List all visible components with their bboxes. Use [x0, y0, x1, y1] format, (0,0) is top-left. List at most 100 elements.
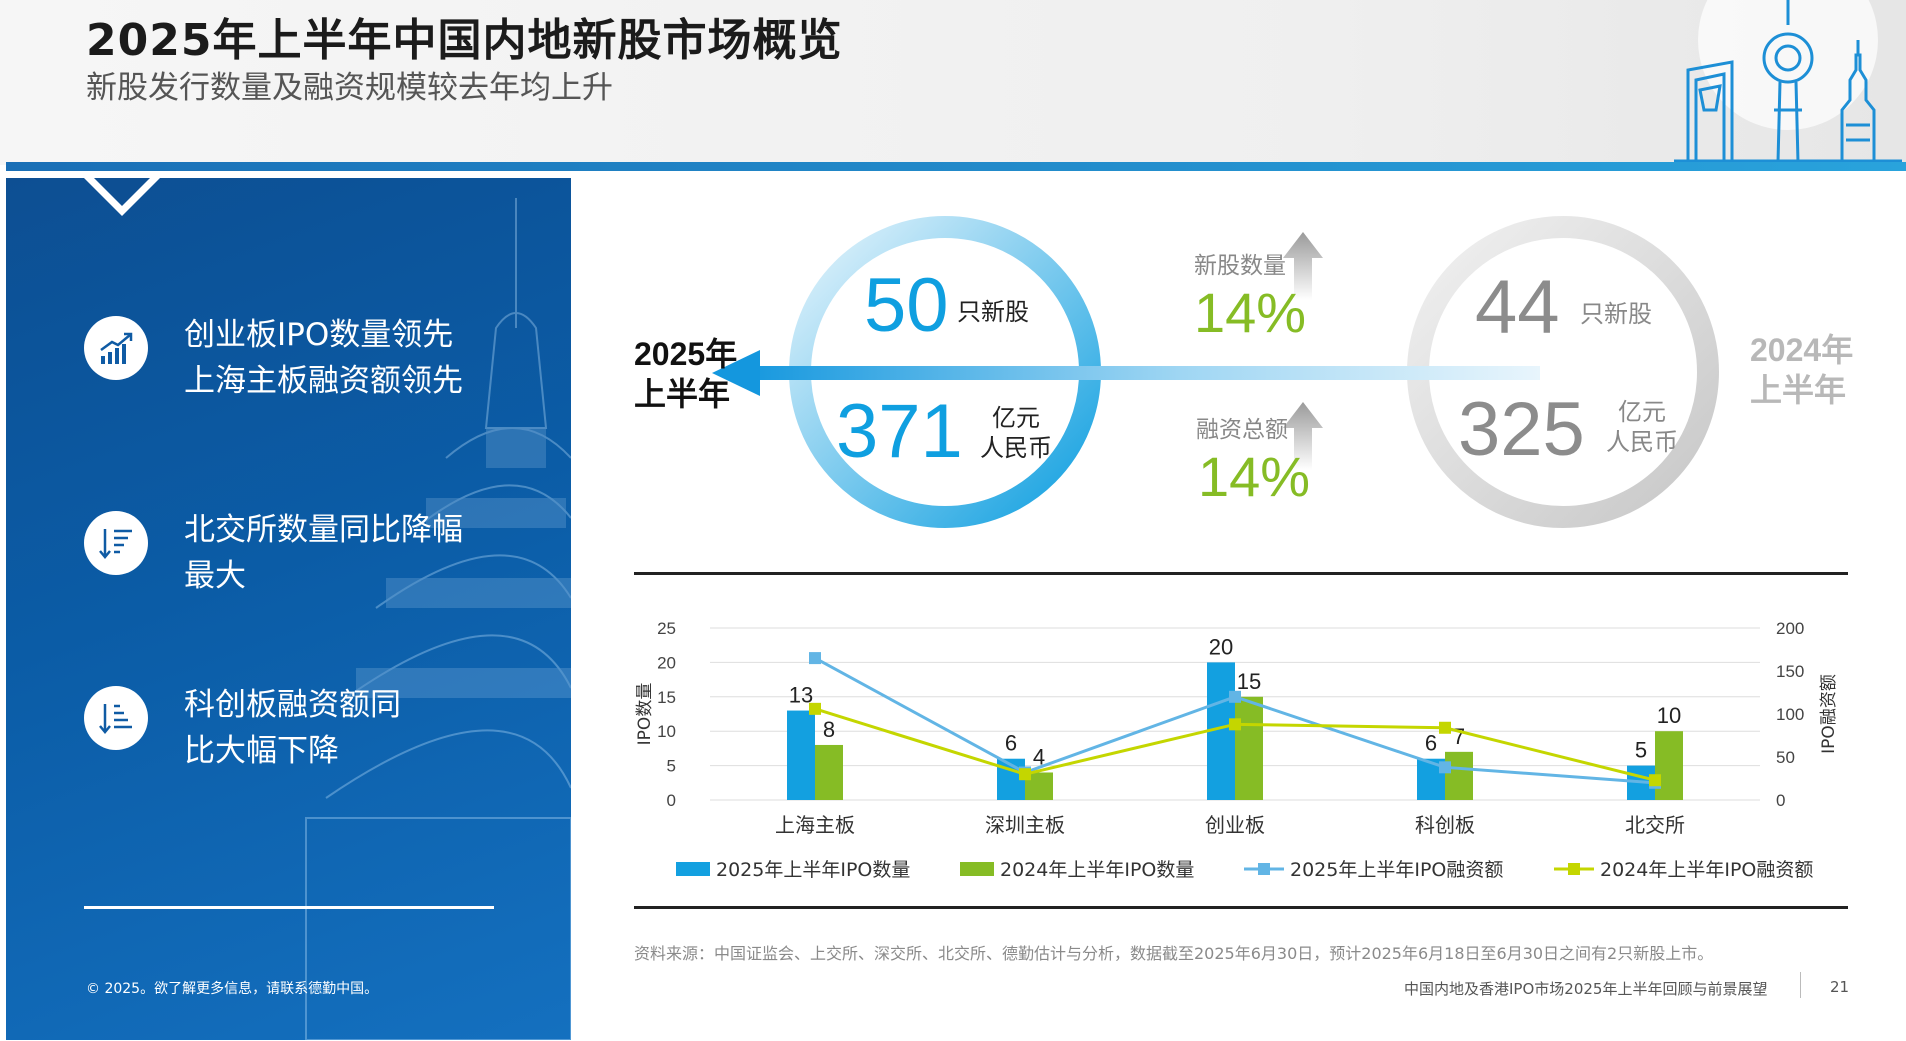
bar-value-label: 7: [1453, 724, 1465, 749]
left-tick-label: 10: [657, 722, 676, 741]
count-change-label: 新股数量: [1194, 252, 1286, 278]
previous-period-label: 2024年 上半年: [1750, 330, 1853, 410]
footer-divider: [1800, 972, 1801, 998]
line-point: [809, 652, 821, 665]
left-tick-label: 5: [667, 757, 676, 776]
bar-value-label: 5: [1635, 738, 1647, 763]
category-label: 创业板: [1205, 813, 1265, 837]
previous-count-unit: 只新股: [1580, 301, 1652, 328]
copyright-text: © 2025。欲了解更多信息，请联系德勤中国。: [86, 981, 379, 997]
line-point: [1439, 721, 1451, 734]
bar-value-label: 10: [1657, 703, 1681, 728]
current-amount-unit-line1: 亿元: [992, 405, 1040, 432]
left-tick-label: 20: [657, 653, 676, 672]
page-subtitle: 新股发行数量及融资规模较去年均上升: [86, 70, 613, 106]
category-label: 科创板: [1415, 813, 1475, 837]
line-point: [809, 702, 821, 715]
bullet-3-line1: 科创板融资额同: [184, 687, 401, 723]
bar-value-label: 4: [1033, 744, 1045, 769]
right-tick-label: 50: [1776, 748, 1795, 767]
previous-ipo-amount: 325: [1458, 387, 1585, 472]
panel-notch-inner: [94, 178, 150, 206]
bar: [1235, 696, 1263, 800]
left-panel: 创业板IPO数量领先 上海主板融资额领先 北交所数量同比降幅 最大: [6, 178, 571, 1040]
line-point: [1229, 718, 1241, 731]
source-note: 资料来源：中国证监会、上交所、深交所、北交所、德勤估计与分析，数据截至2025年…: [634, 944, 1714, 963]
bar: [1445, 751, 1473, 800]
bullet-1-line1: 创业板IPO数量领先: [184, 317, 454, 353]
bullet-1-text: 创业板IPO数量领先 上海主板融资额领先: [184, 312, 463, 404]
line-point: [1229, 690, 1241, 703]
legend-label: 2024年上半年IPO融资额: [1600, 859, 1813, 881]
current-ipo-amount: 371: [836, 389, 963, 474]
report-title: 中国内地及香港IPO市场2025年上半年回顾与前景展望: [1404, 980, 1768, 998]
previous-period-line2: 上半年: [1750, 372, 1847, 408]
current-ipo-count: 50: [864, 263, 949, 348]
line-point: [1649, 774, 1661, 787]
page-title: 2025年上半年中国内地新股市场概览: [86, 15, 843, 66]
previous-period-line1: 2024年: [1750, 332, 1854, 368]
right-tick-label: 200: [1776, 619, 1804, 638]
right-tick-label: 150: [1776, 662, 1804, 681]
bullet-2-line2: 最大: [184, 558, 246, 594]
header-divider: [6, 162, 1906, 171]
legend-marker: [1568, 863, 1580, 875]
category-label: 上海主板: [775, 813, 855, 837]
bullet-2-text: 北交所数量同比降幅 最大: [184, 507, 463, 599]
category-label: 深圳主板: [985, 813, 1065, 837]
amount-up-arrow-icon: [1283, 402, 1323, 470]
bar-chart-up-icon: [84, 316, 148, 380]
previous-amount-unit: 亿元 人民币: [1606, 398, 1678, 458]
right-tick-label: 100: [1776, 705, 1804, 724]
left-tick-label: 0: [667, 791, 676, 810]
legend-marker: [1258, 863, 1270, 875]
bar-value-label: 20: [1209, 634, 1233, 659]
bar-value-label: 6: [1005, 731, 1017, 756]
bullet-3-text: 科创板融资额同 比大幅下降: [184, 682, 401, 774]
current-amount-unit: 亿元 人民币: [980, 404, 1052, 464]
previous-amount-unit-line2: 人民币: [1606, 429, 1678, 456]
left-tick-label: 15: [657, 688, 676, 707]
amount-change-value: 14%: [1198, 445, 1311, 508]
chart-top-rule: [634, 572, 1848, 575]
building-illustration: [305, 198, 571, 1040]
line-point: [1019, 768, 1031, 781]
legend-label: 2025年上半年IPO融资额: [1290, 859, 1503, 881]
chart-bottom-rule: [634, 906, 1848, 909]
bar-value-label: 6: [1425, 731, 1437, 756]
bar-value-label: 15: [1237, 669, 1261, 694]
right-tick-label: 0: [1776, 791, 1785, 810]
legend-label: 2025年上半年IPO数量: [716, 859, 910, 881]
amount-change-label: 融资总额: [1196, 416, 1288, 442]
line-point: [1439, 761, 1451, 774]
previous-amount-unit-line1: 亿元: [1618, 399, 1666, 426]
sort-descending-icon: [84, 511, 148, 575]
count-change-value: 14%: [1194, 281, 1307, 344]
panel-divider: [84, 906, 494, 909]
bar-value-label: 8: [823, 717, 835, 742]
previous-ipo-count: 44: [1475, 265, 1560, 350]
page-number: 21: [1830, 978, 1850, 996]
header: 2025年上半年中国内地新股市场概览 新股发行数量及融资规模较去年均上升: [0, 0, 1906, 165]
bullet-1-line2: 上海主板融资额领先: [184, 363, 463, 399]
comparison-arrow: [740, 366, 1540, 380]
current-period-label: 2025年 上半年: [634, 334, 737, 414]
category-label: 北交所: [1625, 813, 1685, 837]
city-skyline-icon: [1674, 0, 1902, 162]
bar: [787, 710, 815, 800]
left-tick-label: 25: [657, 619, 676, 638]
left-axis-title: IPO数量: [635, 683, 655, 746]
bullet-2-line1: 北交所数量同比降幅: [184, 512, 463, 548]
current-amount-unit-line2: 人民币: [980, 435, 1052, 462]
legend-swatch: [960, 862, 994, 876]
legend-label: 2024年上半年IPO数量: [1000, 859, 1194, 881]
right-axis-title: IPO融资额: [1819, 674, 1839, 754]
bar: [1655, 731, 1683, 800]
legend-swatch: [676, 862, 710, 876]
count-up-arrow-icon: [1283, 232, 1323, 300]
current-period-line2: 上半年: [634, 376, 731, 412]
current-period-line1: 2025年: [634, 336, 738, 372]
current-count-unit: 只新股: [957, 299, 1029, 326]
bar: [815, 744, 843, 800]
